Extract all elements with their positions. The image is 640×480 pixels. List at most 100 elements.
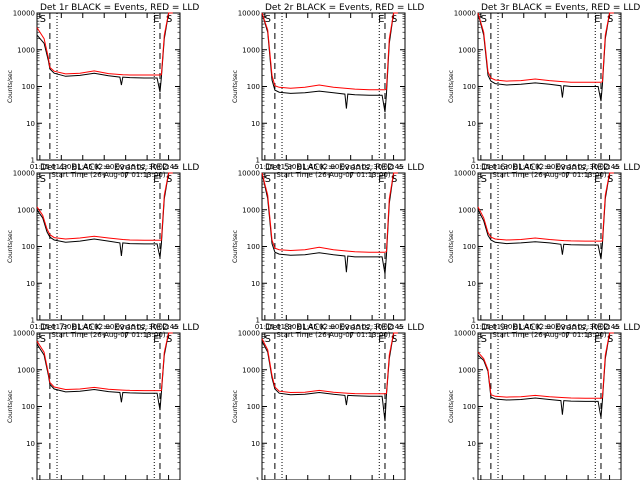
plot-frame [477,332,622,480]
x-axis-label: Start Time (26-Aug-07 01:13:00) [492,171,606,179]
y-tick-label: 10000 [13,170,35,178]
end-flag: E [153,174,159,185]
y-tick-label: 1 [31,157,35,165]
chart-panel: Det 4r BLACK = Events, RED = LLD 1 10 100 10… [7,163,199,339]
y-tick-label: 10 [467,120,476,128]
start-flag: S [40,14,46,25]
start-flag: S [166,174,172,185]
panel-title: Det 6r BLACK = Events, RED = LLD [481,163,640,173]
plot-frame [477,172,622,321]
y-axis-label: Counts/sec [7,70,14,103]
start-flag: S [166,334,172,345]
y-tick-label: 10 [251,120,260,128]
lld-series-line [477,12,614,83]
events-series-line [36,12,173,93]
y-tick-label: 1 [472,317,476,325]
x-axis-label: Start Time (26-Aug-07 01:13:00) [51,331,165,339]
y-tick-label: 10 [251,280,260,288]
y-tick-label: 1000 [242,206,260,214]
events-series-line [36,332,173,411]
end-flag: E [378,334,384,345]
x-tick-label: 01:30 [51,163,71,171]
chart-panel: Det 3r BLACK = Events, RED = LLD 1 10 100 10… [448,3,640,179]
panel-title: Det 7r BLACK = Events, RED = LLD [40,323,199,333]
x-tick-label: 02:15 [116,323,136,331]
lld-series-line [477,332,614,399]
lld-series-line [36,332,173,392]
start-flag: S [481,334,487,345]
x-tick-label: 01:45 [514,163,534,171]
y-tick-label: 10 [26,440,35,448]
plot-frame [36,172,181,321]
chart-panel: Det 9r BLACK = Events, RED = LLD 1 10 100 10… [448,323,640,480]
panel-title: Det 8r BLACK = Events, RED = LLD [265,323,424,333]
y-tick-label: 1 [31,477,35,480]
x-tick-label: 02:15 [341,163,361,171]
start-flag: S [481,174,487,185]
y-axis-label: Counts/sec [448,230,455,263]
y-tick-label: 100 [247,243,260,251]
x-tick-label: 02:00 [94,323,114,331]
x-tick-label: 02:45 [599,323,619,331]
plot-frame [261,172,406,321]
events-series-line [477,332,614,418]
x-tick-label: 01:30 [276,163,296,171]
y-tick-label: 1000 [242,366,260,374]
x-tick-label: 01:15 [471,163,491,171]
start-flag: S [607,174,613,185]
x-tick-label: 01:45 [514,323,534,331]
x-tick-label: 01:45 [298,323,318,331]
events-series-line [261,172,398,274]
y-tick-label: 100 [247,403,260,411]
y-tick-label: 10000 [454,10,476,18]
y-tick-label: 1 [472,157,476,165]
y-tick-label: 1 [472,477,476,480]
y-tick-label: 1 [256,477,260,480]
lld-series-line [36,172,173,241]
end-flag: E [594,174,600,185]
x-tick-label: 02:00 [535,163,555,171]
y-tick-label: 10000 [238,10,260,18]
plot-frame [36,332,181,480]
events-series-line [261,332,398,422]
start-flag: S [265,14,271,25]
x-axis-label: Start Time (26-Aug-07 01:13:00) [492,331,606,339]
events-series-line [261,12,398,113]
x-tick-label: 01:30 [51,323,71,331]
y-axis-label: Counts/sec [232,70,239,103]
start-flag: S [40,334,46,345]
events-series-line [36,172,173,258]
chart-panel: Det 5r BLACK = Events, RED = LLD 1 10 100 10… [232,163,424,339]
chart-panel: Det 1r BLACK = Events, RED = LLD 1 10 100 10… [7,3,199,179]
x-tick-label: 02:45 [383,323,403,331]
x-axis-label: Start Time (26-Aug-07 01:13:00) [51,171,165,179]
x-tick-label: 02:45 [158,163,178,171]
y-tick-label: 10 [26,120,35,128]
x-tick-label: 01:30 [492,323,512,331]
x-tick-label: 01:30 [276,323,296,331]
y-tick-label: 100 [22,83,35,91]
lld-series-line [261,332,398,395]
y-axis-label: Counts/sec [232,390,239,423]
chart-panel: Det 2r BLACK = Events, RED = LLD 1 10 100 10… [232,3,424,179]
panel-title: Det 2r BLACK = Events, RED = LLD [265,3,424,13]
y-tick-label: 100 [22,403,35,411]
x-tick-label: 02:15 [557,323,577,331]
lld-series-line [261,172,398,253]
y-tick-label: 1000 [458,206,476,214]
panel-title: Det 1r BLACK = Events, RED = LLD [40,3,199,13]
panel-title: Det 9r BLACK = Events, RED = LLD [481,323,640,333]
chart-panel: Det 7r BLACK = Events, RED = LLD 1 10 100 10… [7,323,199,480]
x-tick-label: 01:45 [73,163,93,171]
plot-frame [261,12,406,161]
events-series-line [477,172,614,260]
x-tick-label: 02:15 [116,163,136,171]
end-flag: E [378,174,384,185]
x-tick-label: 01:15 [255,163,275,171]
x-tick-label: 01:15 [471,323,491,331]
y-tick-label: 1 [31,317,35,325]
y-tick-label: 10 [467,440,476,448]
start-flag: S [607,334,613,345]
chart-panel: Det 8r BLACK = Events, RED = LLD 1 10 100 10… [232,323,424,480]
